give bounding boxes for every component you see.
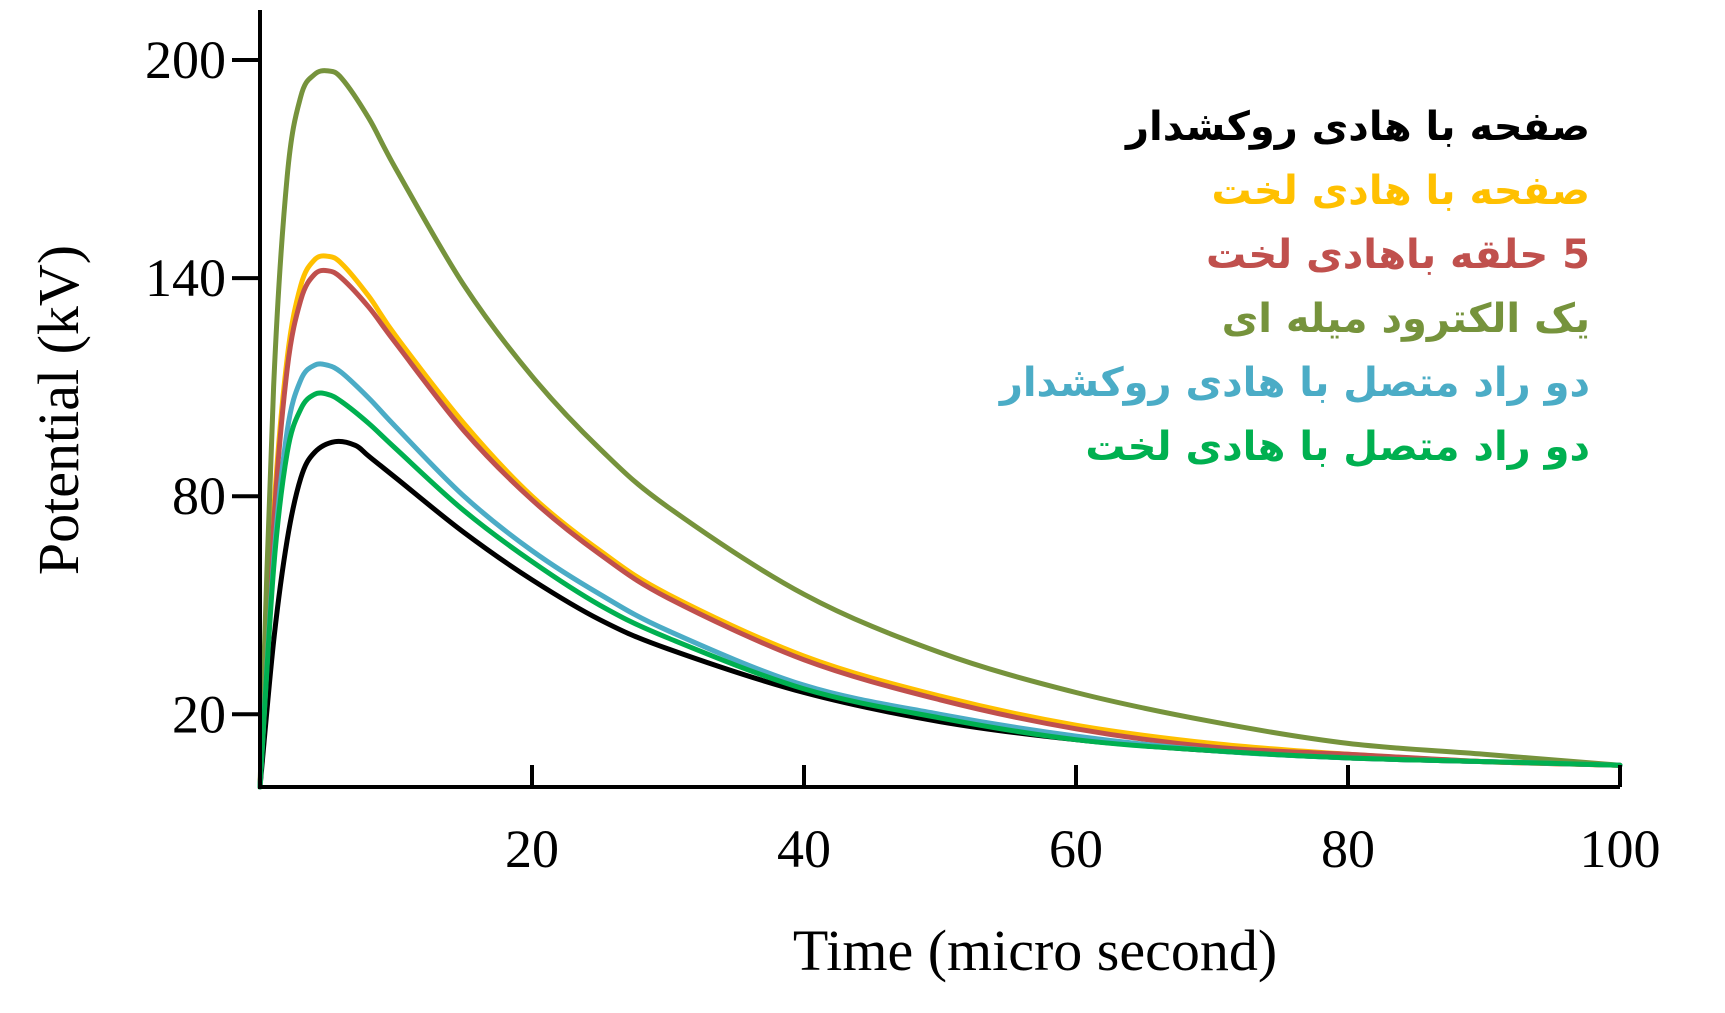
legend: صفحه با هادی روکشدار صفحه با هادی لخت 5 حل…	[998, 104, 1590, 470]
y-tick-label: 140	[145, 248, 226, 308]
y-tick-label: 200	[145, 30, 226, 90]
x-axis-title: Time (micro second)	[793, 918, 1277, 983]
plot-series	[257, 68, 1623, 790]
x-axis-ticks: 20 40 60 80 100	[505, 765, 1661, 879]
series-line-3	[257, 267, 1623, 790]
x-tick-label: 80	[1321, 819, 1375, 879]
series-line-4	[257, 68, 1623, 790]
x-tick-label: 100	[1580, 819, 1661, 879]
series-line-2	[257, 253, 1623, 790]
legend-entry-4: یک الکترود میله ای	[1222, 296, 1590, 342]
y-axis-ticks: 20 80 140 200	[145, 30, 260, 744]
x-tick-label: 20	[505, 819, 559, 879]
y-tick-label: 20	[172, 684, 226, 744]
legend-entry-2: صفحه با هادی لخت	[1212, 168, 1590, 214]
legend-entry-1: صفحه با هادی روکشدار	[1124, 104, 1590, 150]
legend-entry-5: دو راد متصل با هادی روکشدار	[998, 360, 1590, 406]
x-tick-label: 60	[1049, 819, 1103, 879]
x-tick-label: 40	[777, 819, 831, 879]
series-line-6	[257, 390, 1623, 790]
legend-entry-6: دو راد متصل با هادی لخت	[1085, 424, 1590, 470]
legend-entry-3: 5 حلقه باهادی لخت	[1206, 232, 1590, 278]
y-axis-title: Potential (kV)	[26, 245, 91, 575]
y-tick-label: 80	[172, 466, 226, 526]
